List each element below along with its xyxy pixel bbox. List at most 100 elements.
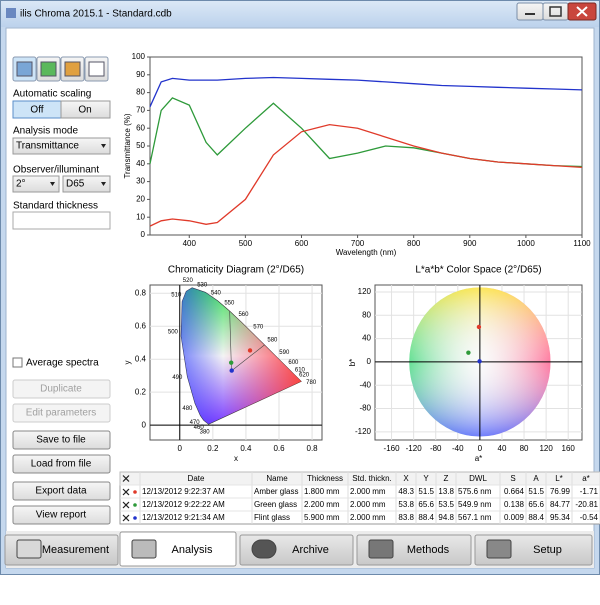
data-point <box>477 359 482 364</box>
x-tick-label: 160 <box>562 444 576 453</box>
tab-icon <box>16 539 42 559</box>
button <box>12 379 111 399</box>
y-tick-label: 0.2 <box>135 387 147 396</box>
table-cell: 13.8 <box>438 487 454 496</box>
x-axis-label: x <box>234 454 238 463</box>
remove-icon[interactable] <box>122 514 130 522</box>
column-header: Std. thickn. <box>352 474 392 483</box>
locus-label: 380 <box>200 429 211 435</box>
y-tick-label: 80 <box>362 310 371 319</box>
toggle-on[interactable] <box>60 100 111 119</box>
checkbox-label: Average spectra <box>26 358 99 369</box>
x-tick-label: 0.4 <box>240 444 252 453</box>
locus-label: 600 <box>288 360 299 366</box>
dropdown[interactable] <box>12 175 60 193</box>
label: Standard thickness <box>13 201 98 212</box>
table-cell: 53.5 <box>438 500 454 509</box>
y-axis-label: Transmittance (%) <box>123 113 132 178</box>
dropdown-value: 2° <box>16 179 26 190</box>
y-tick-label: -40 <box>359 380 371 389</box>
button[interactable] <box>12 481 111 501</box>
label: Observer/illuminant <box>13 165 99 176</box>
x-tick-label: 600 <box>295 239 309 248</box>
table-cell: Amber glass <box>254 487 298 496</box>
locus-label: 540 <box>211 291 222 297</box>
x-tick-label: -160 <box>384 444 401 453</box>
y-tick-label: 40 <box>136 159 145 168</box>
column-header: Name <box>266 474 288 483</box>
view-icon <box>40 61 57 77</box>
table-cell: Green glass <box>254 500 297 509</box>
label: Analysis mode <box>13 126 78 137</box>
locus-label: 530 <box>197 282 208 288</box>
minimize-button[interactable] <box>516 2 544 21</box>
close-icon <box>576 6 588 17</box>
data-point <box>229 360 234 365</box>
button[interactable] <box>12 430 111 450</box>
y-axis-label: y <box>123 361 132 365</box>
remove-icon[interactable] <box>122 488 130 496</box>
window-title: ilis Chroma 2015.1 - Standard.cdb <box>20 9 172 20</box>
table-cell: 51.5 <box>418 487 434 496</box>
y-axis-label: b* <box>348 359 357 367</box>
column-header: L* <box>555 474 563 483</box>
table-cell: 0.009 <box>504 513 525 522</box>
column-header: Date <box>188 474 205 483</box>
dropdown-value: Transmittance <box>16 141 79 152</box>
x-tick-label: 0 <box>478 444 483 453</box>
y-tick-label: 40 <box>362 334 371 343</box>
tab-icon <box>251 539 277 559</box>
x-tick-label: 900 <box>463 239 477 248</box>
locus-label: 480 <box>182 406 193 412</box>
table-cell: 12/13/2012 9:22:37 AM <box>142 487 225 496</box>
remove-icon[interactable] <box>122 475 130 482</box>
dropdown[interactable] <box>62 175 111 193</box>
x-tick-label: 500 <box>239 239 253 248</box>
x-tick-label: 40 <box>498 444 507 453</box>
x-tick-label: 700 <box>351 239 365 248</box>
column-header: Thickness <box>307 474 343 483</box>
series-line <box>149 76 583 108</box>
locus-label: 510 <box>171 293 182 299</box>
chart-title: L*a*b* Color Space (2°/D65) <box>415 265 541 276</box>
table-cell: -0.54 <box>580 513 599 522</box>
locus-label: 490 <box>172 375 183 381</box>
toggle-label: On <box>78 105 91 116</box>
y-tick-label: 0.4 <box>135 354 147 363</box>
locus-label: 470 <box>190 420 201 426</box>
button[interactable] <box>12 505 111 525</box>
table-cell: 12/13/2012 9:22:22 AM <box>142 500 225 509</box>
x-axis-label: Wavelength (nm) <box>336 248 397 257</box>
column-header: X <box>403 474 409 483</box>
maximize-button[interactable] <box>542 2 569 21</box>
table-cell: 83.8 <box>398 513 414 522</box>
dropdown[interactable] <box>12 137 111 155</box>
locus-label: 500 <box>168 329 179 335</box>
x-tick-label: 400 <box>183 239 197 248</box>
remove-icon[interactable] <box>122 501 130 509</box>
button[interactable] <box>12 454 111 474</box>
text-input[interactable] <box>12 211 111 230</box>
data-point <box>476 324 482 330</box>
y-tick-label: 80 <box>136 88 145 97</box>
table-cell: 48.3 <box>398 487 414 496</box>
y-tick-label: -120 <box>355 427 372 436</box>
tab-label: Archive <box>292 544 329 556</box>
checkbox[interactable] <box>12 357 23 368</box>
data-point <box>466 350 471 355</box>
y-tick-label: 0 <box>367 357 372 366</box>
table-cell: 65.6 <box>528 500 544 509</box>
y-tick-label: 120 <box>358 287 372 296</box>
table-cell: 51.5 <box>528 487 544 496</box>
locus-label: 780 <box>306 380 317 386</box>
locus-label: 560 <box>238 312 249 318</box>
tab-label: Analysis <box>172 544 213 556</box>
y-tick-label: 0.8 <box>135 288 147 297</box>
column-header: A <box>533 474 539 483</box>
tab-label: Methods <box>407 544 450 556</box>
dominant-wavelength-line <box>231 344 265 372</box>
table-cell: 12/13/2012 9:21:34 AM <box>142 513 225 522</box>
x-tick-label: 1000 <box>517 239 535 248</box>
x-tick-label: 0 <box>178 444 183 453</box>
y-tick-label: 20 <box>136 195 145 204</box>
